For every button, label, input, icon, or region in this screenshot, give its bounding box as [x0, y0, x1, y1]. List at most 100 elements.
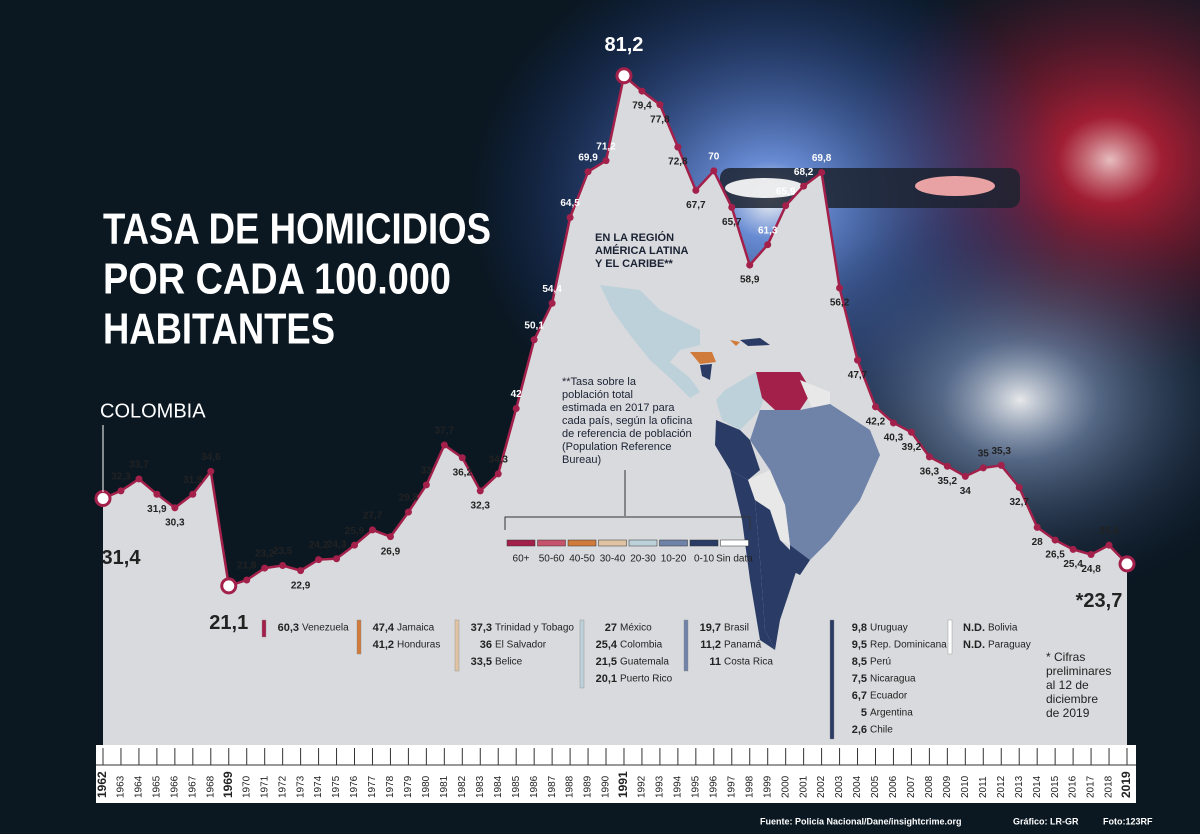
point [171, 504, 179, 512]
group-bar [829, 619, 835, 740]
point [871, 403, 879, 411]
point [153, 490, 161, 498]
rank-country: Ecuador [870, 691, 908, 702]
note-line: Bureau) [562, 454, 601, 466]
x-tick-label: 1966 [170, 775, 181, 798]
x-tick-label: 2015 [1050, 775, 1061, 798]
rank-value: 11,2 [700, 639, 721, 651]
paraguay [770, 505, 790, 545]
value-label: 69,9 [578, 152, 598, 163]
light [915, 176, 995, 196]
x-tick-label: 2007 [906, 775, 917, 798]
value-label: 39,2 [902, 442, 922, 453]
value-label: 32,7 [1009, 497, 1029, 508]
value-label: 31,9 [183, 475, 203, 486]
value-label: 25,9 [1099, 526, 1119, 537]
value-label: 58,9 [740, 275, 760, 286]
x-tick-label: 2006 [888, 775, 899, 798]
point [548, 299, 556, 307]
rank-country: Honduras [397, 640, 440, 651]
value-label: 40,3 [884, 433, 904, 444]
rank-value: 9,5 [852, 639, 867, 651]
point [386, 533, 394, 541]
legend-label: Sin data [716, 554, 753, 565]
x-tick-label: 1962 [95, 771, 109, 798]
x-tick-label: 2013 [1014, 775, 1025, 798]
x-tick-label: 1974 [313, 775, 324, 798]
value-label: 35 [978, 449, 990, 460]
rank-value: 36 [480, 639, 492, 651]
legend-swatch [567, 539, 597, 547]
x-tick-label: 1989 [583, 775, 594, 798]
x-tick-label: 1978 [385, 775, 396, 798]
note-line: estimada en 2017 para [562, 402, 675, 414]
value-label: 34 [960, 486, 972, 497]
note-line: diciembre [1046, 692, 1098, 706]
highlight-point [94, 489, 112, 507]
highlight-point [1118, 555, 1136, 573]
value-label: 29,8 [399, 493, 419, 504]
point [943, 462, 951, 470]
value-label: 33 [421, 466, 433, 477]
rank-value: 2,6 [852, 724, 867, 736]
rank-value: 19,7 [700, 622, 721, 634]
legend-label: 40-50 [569, 554, 595, 565]
rank-value: 9,8 [852, 622, 867, 634]
value-label: 56,2 [830, 298, 850, 309]
legend-label: 0-10 [694, 554, 714, 565]
value-label: 54,4 [542, 284, 562, 295]
value-label: 42 [511, 389, 523, 400]
point [566, 214, 574, 222]
rank-value: 6,7 [852, 690, 867, 702]
value-label: 64,5 [560, 198, 580, 209]
legend-label: 10-20 [661, 554, 687, 565]
point [854, 356, 862, 364]
bolivia [748, 470, 785, 510]
x-tick-label: 1999 [762, 775, 773, 798]
point [997, 461, 1005, 469]
rank-country: Nicaragua [870, 674, 916, 685]
x-tick-label: 2003 [834, 775, 845, 798]
point [907, 428, 915, 436]
point [207, 467, 215, 475]
area [103, 75, 1127, 766]
brazil [750, 404, 880, 560]
rank-country: Puerto Rico [620, 674, 673, 685]
point [530, 336, 538, 344]
point [243, 576, 251, 584]
x-tick-label: 1980 [421, 775, 432, 798]
value-label: 27,7 [363, 511, 383, 522]
note-line: preliminares [1046, 664, 1111, 678]
x-tick-label: 1964 [134, 775, 145, 798]
rank-value: 37,3 [471, 622, 492, 634]
point [1033, 523, 1041, 531]
chart-title: POR CADA 100.000 [103, 255, 451, 304]
photo-credit: Foto:123RF [1103, 816, 1153, 826]
rank-value: 41,2 [373, 639, 394, 651]
x-tick-label: 1963 [116, 775, 127, 798]
value-label: 79,4 [632, 101, 652, 112]
note-line: * Cifras [1046, 650, 1085, 664]
x-tick-label: 1998 [744, 775, 755, 798]
rank-country: Brasil [724, 623, 749, 634]
x-tick-label: 1997 [726, 775, 737, 798]
x-tick-label: 2019 [1119, 771, 1133, 798]
chart-layer: 1962 1963 1964 1965 1966 1967 1968 1969 1970 1971… [94, 67, 1136, 803]
value-label: 32,3 [111, 471, 131, 482]
rank-country: Venezuela [302, 623, 349, 634]
value-label: 61,3 [758, 225, 778, 236]
rank-value: 8,5 [852, 656, 867, 668]
text-layer: 31,432,333,731,930,331,934,621,121,823,2… [100, 34, 1153, 826]
chart-title: HABITANTES [103, 305, 335, 354]
x-tick-label: 1986 [529, 775, 540, 798]
point [656, 101, 664, 109]
point [674, 143, 682, 151]
value-label: 23,5 [273, 546, 293, 557]
group-bar [261, 619, 267, 638]
legend-swatch [689, 539, 719, 547]
jamaica [730, 340, 740, 346]
point [961, 472, 969, 480]
uruguay [790, 545, 810, 575]
x-tick-label: 2004 [852, 775, 863, 798]
